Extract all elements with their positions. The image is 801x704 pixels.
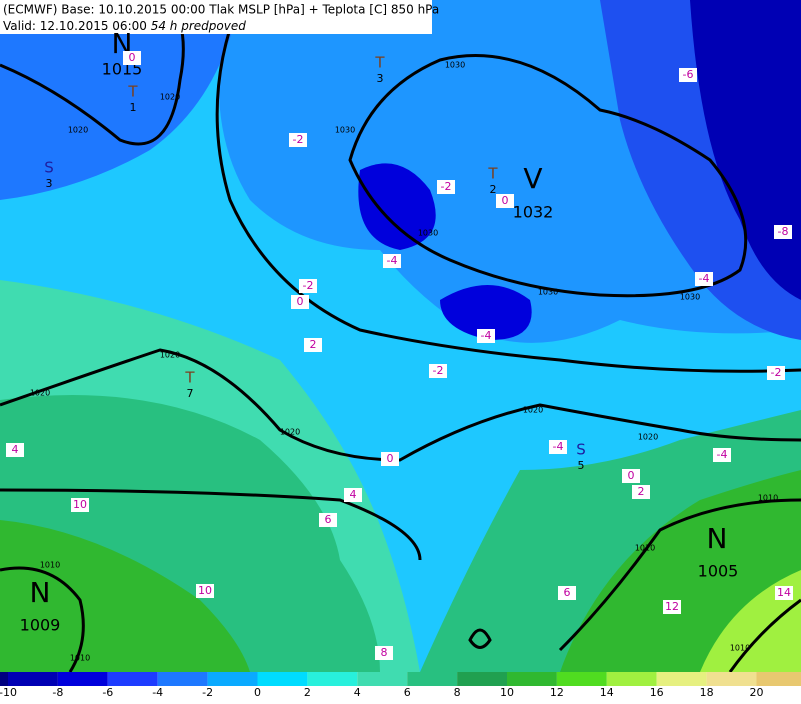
isobar-label: 1020	[160, 351, 180, 360]
isobar-label: 1020	[160, 93, 180, 102]
colorbar-label: 0	[254, 686, 261, 699]
temperature-label: -2	[303, 279, 314, 292]
minor-letter: T	[127, 83, 138, 101]
colorbar-label: -4	[152, 686, 163, 699]
colorbar-label: -6	[102, 686, 113, 699]
colorbar-label: 4	[354, 686, 361, 699]
colorbar-label: 16	[650, 686, 664, 699]
temperature-label: -2	[771, 366, 782, 379]
center-letter: N	[707, 522, 728, 555]
colorbar-label: 8	[454, 686, 461, 699]
center-pressure: 1005	[698, 562, 739, 581]
temperature-label: 10	[198, 584, 212, 597]
temperature-label: 2	[310, 338, 317, 351]
colorbar-segment	[707, 672, 757, 686]
colorbar-segment	[357, 672, 407, 686]
isobar-label: 1020	[30, 389, 50, 398]
temperature-label: 12	[665, 600, 679, 613]
colorbar-segment	[607, 672, 657, 686]
center-pressure: 1032	[513, 203, 554, 222]
isobar-label: 1020	[68, 126, 88, 135]
colorbar-label: 20	[750, 686, 764, 699]
temperature-label: 14	[777, 586, 791, 599]
minor-value: 2	[490, 183, 497, 196]
minor-value: 1	[130, 101, 137, 114]
colorbar-label: 18	[700, 686, 714, 699]
temperature-label: -4	[387, 254, 398, 267]
colorbar-segment	[58, 672, 108, 686]
colorbar-segment	[158, 672, 208, 686]
center-letter: N	[30, 576, 51, 609]
isobar-label: 1010	[635, 544, 655, 553]
temperature-label: 4	[350, 488, 357, 501]
temperature-label: -2	[293, 133, 304, 146]
temperature-label: 4	[12, 443, 19, 456]
colorbar-label: -8	[52, 686, 63, 699]
minor-letter: T	[487, 165, 498, 183]
temperature-label: -4	[717, 448, 728, 461]
isobar-label: 1020	[523, 406, 543, 415]
temperature-label: 8	[381, 646, 388, 659]
temperature-label: -4	[699, 272, 710, 285]
isobar-label: 1010	[730, 644, 750, 653]
isobar-label: 1010	[70, 654, 90, 663]
colorbar-segment	[457, 672, 507, 686]
temperature-label: 0	[502, 194, 509, 207]
isobar-label: 1030	[335, 126, 355, 135]
minor-letter: S	[576, 441, 586, 459]
colorbar-segment	[0, 672, 8, 686]
temperature-label: 0	[628, 469, 635, 482]
minor-value: 5	[578, 459, 585, 472]
isobar-label: 1030	[445, 61, 465, 70]
temperature-label: -6	[683, 68, 694, 81]
colorbar-segment	[757, 672, 801, 686]
minor-letter: S	[44, 159, 54, 177]
colorbar-segment	[657, 672, 707, 686]
isobar-label: 1010	[758, 494, 778, 503]
temperature-label: 2	[638, 485, 645, 498]
colorbar-label: 10	[500, 686, 514, 699]
minor-value: 3	[377, 72, 384, 85]
temperature-label: -2	[441, 180, 452, 193]
temperature-label: 6	[325, 513, 332, 526]
isobar-label: 1020	[638, 433, 658, 442]
temperature-label: -4	[481, 329, 492, 342]
colorbar-segment	[258, 672, 308, 686]
colorbar-segment	[557, 672, 607, 686]
minor-value: 3	[46, 177, 53, 190]
header-line: (ECMWF) Base: 10.10.2015 00:00 Tlak MSLP…	[3, 3, 439, 17]
temperature-label: 6	[564, 586, 571, 599]
colorbar-label: 2	[304, 686, 311, 699]
colorbar-label: -2	[202, 686, 213, 699]
isobar-label: 1020	[280, 428, 300, 437]
center-letter: V	[523, 162, 542, 195]
temperature-label: -4	[553, 440, 564, 453]
colorbar-label: -10	[0, 686, 17, 699]
colorbar-label: 14	[600, 686, 614, 699]
isobar-label: 1010	[40, 561, 60, 570]
temperature-label: 0	[129, 51, 136, 64]
temperature-label: -2	[433, 364, 444, 377]
colorbar-segment	[208, 672, 258, 686]
temperature-label: -8	[778, 225, 789, 238]
colorbar-label: 12	[550, 686, 564, 699]
isobar-label: 1030	[538, 288, 558, 297]
isobar-label: 1030	[680, 293, 700, 302]
temperature-label: 0	[297, 295, 304, 308]
temperature-label: 0	[387, 452, 394, 465]
isobar-label: 1030	[418, 229, 438, 238]
minor-letter: T	[374, 54, 385, 72]
minor-letter: T	[184, 369, 195, 387]
colorbar-segment	[8, 672, 58, 686]
minor-value: 7	[187, 387, 194, 400]
colorbar-segment	[507, 672, 557, 686]
colorbar-segment	[307, 672, 357, 686]
colorbar-bg	[0, 686, 801, 700]
temperature-label: 10	[73, 498, 87, 511]
colorbar-label: 6	[404, 686, 411, 699]
center-pressure: 1009	[20, 616, 61, 635]
colorbar-segment	[407, 672, 457, 686]
colorbar-segment	[108, 672, 158, 686]
